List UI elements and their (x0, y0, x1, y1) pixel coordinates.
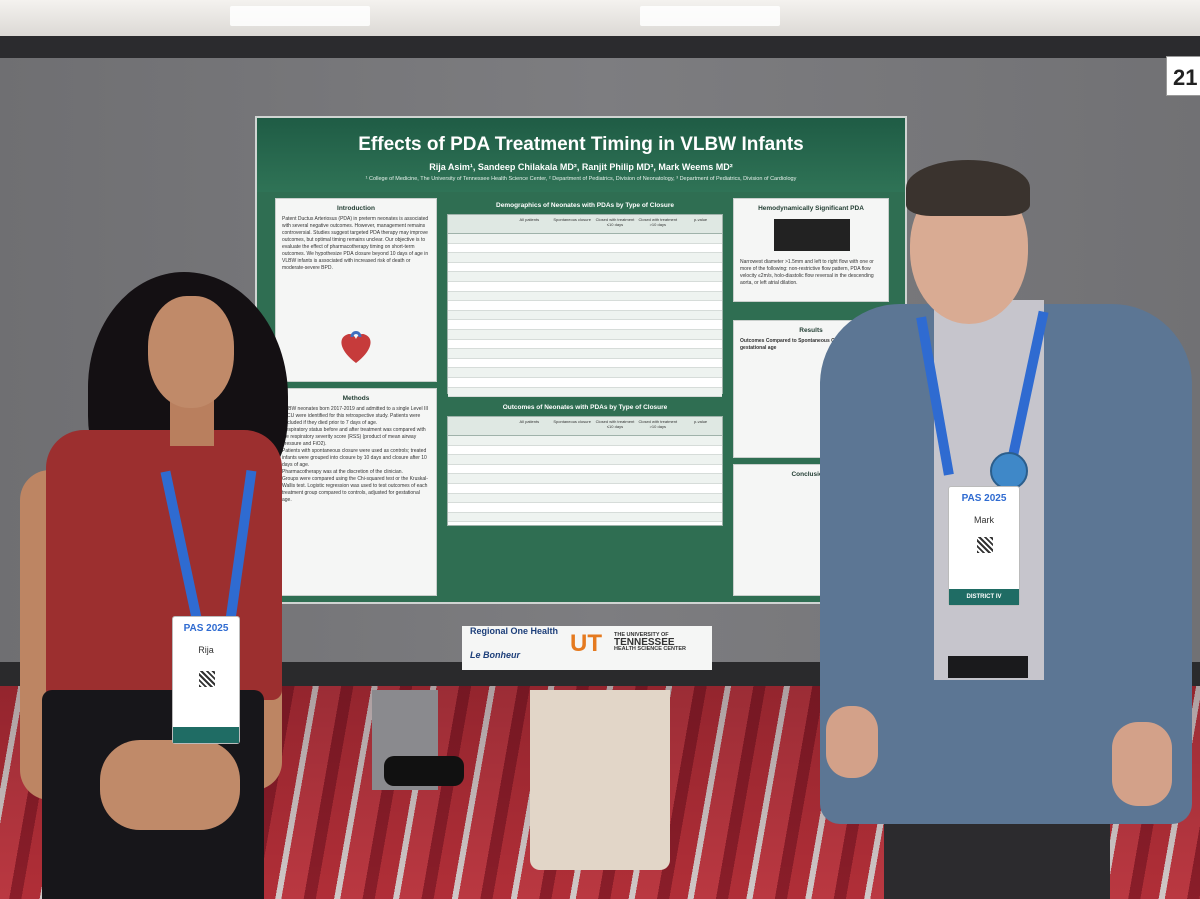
introduction-text: Patent Ductus Arteriosus (PDA) in preter… (282, 216, 429, 271)
table-row (448, 320, 722, 330)
ceiling-truss (0, 36, 1200, 58)
booth-number: 21 (1166, 56, 1200, 96)
conclusions-title: Conclusions (791, 471, 831, 478)
table-row (448, 253, 722, 263)
table-row (448, 282, 722, 292)
le-bonheur-logo: Le Bonheur (470, 650, 521, 660)
hemodynamic-pda-title: Hemodynamically Significant PDA (758, 205, 864, 212)
poster-logos: Regional One Health Le Bonheur UT THE UN… (462, 626, 712, 670)
poster-body: Introduction Patent Ductus Arteriosus (P… (257, 192, 905, 670)
introduction-panel: Introduction Patent Ductus Arteriosus (P… (275, 198, 437, 382)
table-header-cell (448, 215, 508, 233)
background-person-shoe (384, 756, 464, 786)
table-header-cell: Closed with treatment ≤10 days (595, 419, 635, 429)
badge-name: Rija (198, 645, 214, 655)
table-header-cell (448, 417, 508, 435)
heart-diagram-icon (341, 331, 371, 363)
badge-qr-code (199, 671, 215, 687)
poster-title: Effects of PDA Treatment Timing in VLBW … (358, 134, 804, 155)
methods-title: Methods (342, 395, 370, 402)
table-header-cell: Closed with treatment >10 days (638, 419, 678, 429)
poster-authors: Rija Asim¹, Sandeep Chilakala MD², Ranji… (429, 162, 733, 172)
table-row (448, 263, 722, 273)
table-header-cell: Spontaneous closure (553, 217, 591, 222)
table-header-cell: Closed with treatment ≤10 days (595, 217, 635, 227)
ut-line-3: HEALTH SCIENCE CENTER (614, 646, 687, 652)
demographics-table: All patients Spontaneous closure Closed wi… (447, 214, 723, 398)
man-hair (906, 160, 1030, 216)
badge-band: DISTRICT IV (949, 589, 1019, 605)
table-header-cell: p-value (694, 419, 708, 424)
woman-hands (100, 740, 240, 830)
badge-event-logo: PAS 2025 (961, 493, 1007, 504)
table-header-row: All patients Spontaneous closure Closed wi… (448, 417, 722, 436)
table-header-cell: Closed with treatment >10 days (638, 217, 678, 227)
table-row (448, 301, 722, 311)
man-name-badge: PAS 2025 Mark DISTRICT IV (948, 486, 1020, 606)
table-row (448, 465, 722, 475)
badge-name: Mark (974, 515, 994, 525)
ut-line-2: TENNESSEE (614, 637, 675, 648)
ut-logo-mark: UT (570, 630, 602, 657)
methods-text: VLBW neonates born 2017-2019 and admitte… (282, 406, 429, 503)
methods-panel: Methods VLBW neonates born 2017-2019 and… (275, 388, 437, 596)
woman-face (148, 296, 234, 408)
table-row (448, 291, 722, 302)
table-row (448, 503, 722, 513)
poster-header: Effects of PDA Treatment Timing in VLBW … (257, 118, 905, 192)
table-row (448, 359, 722, 369)
ut-logo-text: THE UNIVERSITY OF TENNESSEE HEALTH SCIEN… (614, 632, 714, 653)
table-row (448, 272, 722, 282)
ut-line-1: THE UNIVERSITY OF (614, 632, 669, 638)
table-row (448, 234, 722, 244)
table-row (448, 244, 722, 254)
badge-band (173, 727, 239, 743)
table-row (448, 512, 722, 523)
results-title: Results (799, 327, 823, 334)
hemodynamic-pda-text: Narrowest diameter >1.5mm and left to ri… (740, 259, 874, 286)
table-row (448, 329, 722, 340)
regional-one-logo: Regional One Health (470, 626, 559, 636)
table-row (448, 387, 722, 398)
badge-event-logo: PAS 2025 (183, 623, 229, 634)
table-row (448, 455, 722, 465)
table-header-row: All patients Spontaneous closure Closed wi… (448, 215, 722, 234)
outcomes-table-title: Outcomes of Neonates with PDAs by Type o… (502, 404, 668, 411)
table-row (448, 340, 722, 350)
woman-name-badge: PAS 2025 Rija (172, 616, 240, 744)
lanyard-pin (990, 452, 1028, 490)
poster-affiliations: ¹ College of Medicine, The University of… (365, 176, 797, 182)
ceiling-light (640, 6, 780, 26)
table-row (448, 436, 722, 446)
hemodynamic-pda-panel: Hemodynamically Significant PDA Narrowes… (733, 198, 889, 302)
table-row (448, 310, 722, 321)
outcomes-table: All patients Spontaneous closure Closed wi… (447, 416, 723, 526)
table-header-cell: All patients (519, 217, 540, 222)
introduction-title: Introduction (337, 205, 375, 212)
man-belt (948, 656, 1028, 678)
echocardiogram-image (774, 219, 850, 251)
table-header-cell: p-value (694, 217, 708, 222)
table-row (448, 446, 722, 456)
table-row (448, 484, 722, 494)
ceiling (0, 0, 1200, 40)
man-right-hand (1112, 722, 1172, 806)
table-row (448, 493, 722, 504)
ceiling-light (230, 6, 370, 26)
table-row (448, 378, 722, 388)
badge-qr-code (977, 537, 993, 553)
table-row (448, 368, 722, 378)
research-poster: Effects of PDA Treatment Timing in VLBW … (255, 116, 907, 670)
demographics-table-title: Demographics of Neonates with PDAs by Ty… (496, 202, 674, 209)
table-row (448, 474, 722, 484)
background-person-pants (530, 690, 670, 870)
table-row (448, 349, 722, 359)
table-header-cell: All patients (519, 419, 540, 424)
table-header-cell: Spontaneous closure (553, 419, 591, 424)
man-left-hand (826, 706, 878, 778)
